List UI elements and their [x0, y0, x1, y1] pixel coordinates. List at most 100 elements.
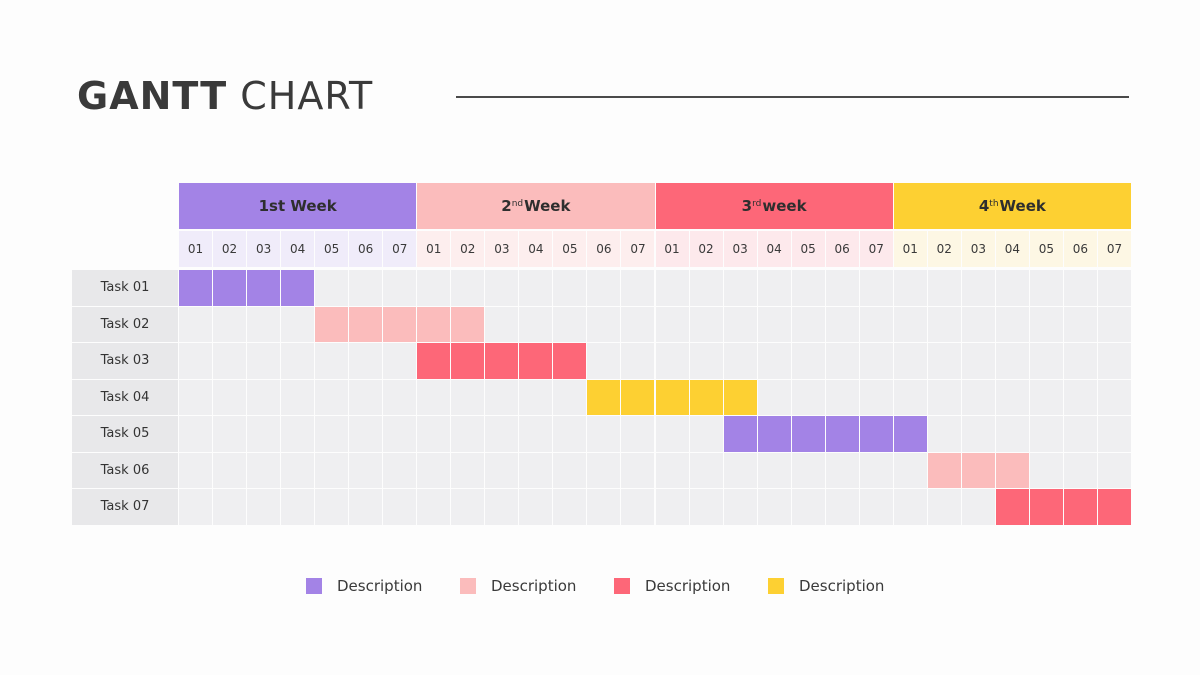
title-bold: GANTT: [77, 74, 228, 118]
grid-cell: [825, 306, 859, 342]
task-bar-cell: [247, 270, 281, 306]
task-bar-cell: [621, 379, 655, 415]
grid-cell: [553, 379, 587, 415]
grid-cell: [1063, 452, 1097, 488]
grid-cell: [927, 343, 961, 379]
title-light: CHART: [240, 74, 374, 118]
task-label: Task 04: [72, 379, 178, 415]
grid-cell: [519, 379, 553, 415]
grid-cell: [281, 306, 315, 342]
day-header: 04: [995, 231, 1029, 267]
day-header: 01: [893, 231, 927, 267]
grid-cell: [553, 416, 587, 452]
task-label: Task 03: [72, 343, 178, 379]
grid-cell: [723, 306, 757, 342]
task-bar-cell: [723, 379, 757, 415]
grid-cell: [621, 452, 655, 488]
day-header: 04: [519, 231, 553, 267]
grid-cell: [383, 452, 417, 488]
grid-cell: [417, 489, 451, 525]
grid-cell: [927, 489, 961, 525]
legend-swatch: [768, 578, 784, 594]
day-header: 07: [1097, 231, 1131, 267]
grid-cell: [451, 416, 485, 452]
grid-cell: [281, 452, 315, 488]
grid-cell: [723, 452, 757, 488]
legend-label: Description: [337, 577, 423, 595]
grid-cell: [655, 306, 689, 342]
task-bar-cell: [519, 343, 553, 379]
week-label: Week: [524, 197, 571, 215]
grid-cell: [451, 489, 485, 525]
grid-cell: [247, 379, 281, 415]
day-header: 05: [315, 231, 349, 267]
grid-cell: [281, 379, 315, 415]
grid-cell: [961, 489, 995, 525]
grid-cell: [893, 343, 927, 379]
grid-cell: [1063, 343, 1097, 379]
grid-cell: [689, 416, 723, 452]
grid-cell: [1029, 343, 1063, 379]
task-bar-cell: [451, 306, 485, 342]
grid-cell: [315, 379, 349, 415]
day-header: 06: [825, 231, 859, 267]
week-label: Week: [999, 197, 1046, 215]
title-divider: [456, 96, 1129, 98]
grid-cell: [791, 452, 825, 488]
grid-cell: [893, 270, 927, 306]
grid-cell: [723, 343, 757, 379]
grid-cell: [553, 306, 587, 342]
task-bar-cell: [757, 416, 791, 452]
grid-cell: [179, 416, 213, 452]
week-number: 2: [501, 197, 512, 215]
grid-cell: [825, 489, 859, 525]
grid-cell: [179, 489, 213, 525]
task-bar-cell: [553, 343, 587, 379]
grid-cell: [791, 270, 825, 306]
grid-cell: [757, 270, 791, 306]
task-bar-cell: [417, 306, 451, 342]
grid-cell: [213, 452, 247, 488]
week-number: 1: [258, 197, 270, 215]
week-ordinal: th: [989, 199, 999, 209]
legend: Description Description Description Descrip…: [0, 575, 1200, 597]
grid-cell: [485, 416, 519, 452]
legend-item: Description: [614, 575, 730, 597]
task-bar-cell: [383, 306, 417, 342]
grid-cell: [349, 270, 383, 306]
grid-cell: [519, 452, 553, 488]
grid-cell: [859, 306, 893, 342]
grid-cell: [349, 343, 383, 379]
task-bar-cell: [179, 270, 213, 306]
grid-cell: [723, 270, 757, 306]
grid-cell: [1097, 306, 1131, 342]
grid-cell: [451, 270, 485, 306]
task-bar-cell: [995, 452, 1029, 488]
day-header: 03: [723, 231, 757, 267]
grid-cell: [927, 270, 961, 306]
legend-label: Description: [645, 577, 731, 595]
task-bar-cell: [859, 416, 893, 452]
grid-cell: [349, 489, 383, 525]
task-bar-cell: [825, 416, 859, 452]
grid-cell: [281, 489, 315, 525]
grid-cell: [553, 489, 587, 525]
day-header: 05: [1029, 231, 1063, 267]
grid-cell: [689, 489, 723, 525]
grid-cell: [1029, 452, 1063, 488]
day-header: 02: [927, 231, 961, 267]
grid-cell: [757, 379, 791, 415]
grid-cell: [417, 270, 451, 306]
grid-cell: [383, 489, 417, 525]
grid-cell: [893, 379, 927, 415]
task-bar-cell: [689, 379, 723, 415]
grid-cell: [451, 452, 485, 488]
grid-cell: [1097, 416, 1131, 452]
grid-cell: [655, 416, 689, 452]
task-bar-cell: [961, 452, 995, 488]
grid-cell: [485, 270, 519, 306]
grid-cell: [587, 306, 621, 342]
grid-cell: [927, 379, 961, 415]
task-bar-cell: [995, 489, 1029, 525]
